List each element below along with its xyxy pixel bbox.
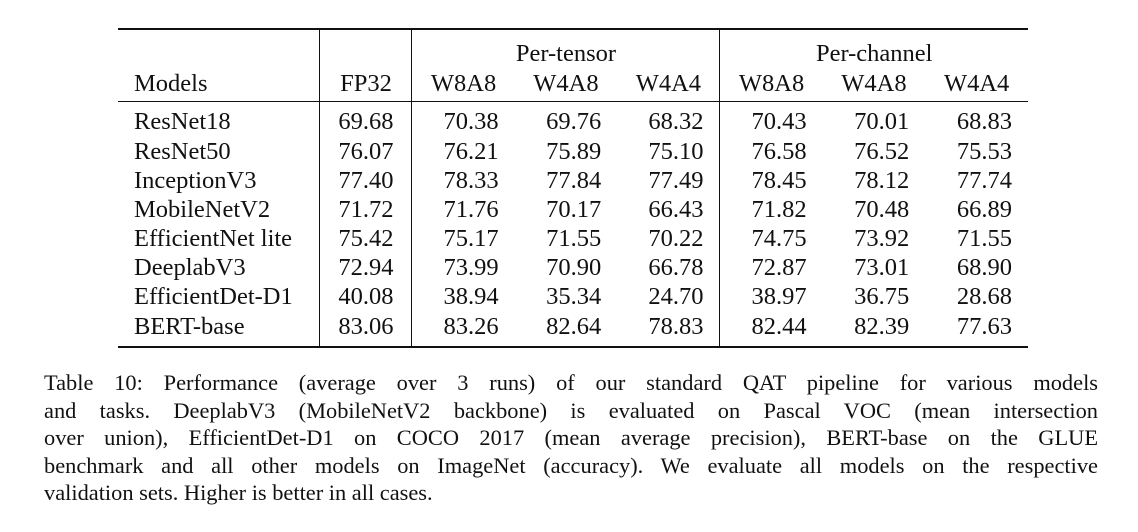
per-channel-w4a8-cell: 78.12 xyxy=(854,166,910,194)
model-name-cell: EfficientNet lite xyxy=(134,225,293,253)
per-tensor-w4a4-cell: 75.10 xyxy=(648,137,704,165)
per-tensor-w8a8-cell: 73.99 xyxy=(411,253,515,284)
per-channel-w4a8-cell: 73.01 xyxy=(854,254,910,282)
caption-line: validation sets. Higher is better in all… xyxy=(44,480,433,506)
per-tensor-w8a8-cell: 83.26 xyxy=(411,312,515,347)
table-row: ResNet18 69.68 70.38 69.76 68.32 70.43 7… xyxy=(118,101,1028,138)
fp32-cell: 69.68 xyxy=(319,101,412,138)
group-header-empty xyxy=(118,29,320,67)
fp32-cell: 72.94 xyxy=(319,253,412,284)
per-channel-w4a4-cell: 75.53 xyxy=(956,137,1012,165)
fp32-cell: 40.08 xyxy=(319,283,412,313)
per-channel-w4a4-cell: 77.63 xyxy=(956,312,1012,340)
model-name-cell: DeeplabV3 xyxy=(134,254,246,282)
table-row: EfficientDet-D1 40.08 38.94 35.34 24.70 … xyxy=(118,283,1028,313)
per-channel-w8a8-cell: 76.58 xyxy=(719,137,823,167)
column-header-per-channel-w4a4: W4A4 xyxy=(943,69,1010,97)
model-name-cell: ResNet50 xyxy=(134,137,231,165)
table-row: DeeplabV3 72.94 73.99 70.90 66.78 72.87 … xyxy=(118,253,1028,284)
column-header-per-channel-w4a8: W4A8 xyxy=(841,69,907,97)
per-channel-w4a8-cell: 70.01 xyxy=(854,108,910,136)
table-row: InceptionV3 77.40 78.33 77.84 77.49 78.4… xyxy=(118,166,1028,196)
table-row: EfficientNet lite 75.42 75.17 71.55 70.2… xyxy=(118,224,1028,254)
fp32-cell: 71.72 xyxy=(319,195,412,225)
per-tensor-w8a8-cell: 71.76 xyxy=(411,195,515,225)
per-channel-w8a8-cell: 74.75 xyxy=(719,224,823,254)
per-channel-w4a8-cell: 36.75 xyxy=(854,283,910,311)
per-channel-w4a8-cell: 82.39 xyxy=(854,312,910,340)
fp32-cell: 77.40 xyxy=(319,166,412,196)
table-caption: Table 10: Performance (average over 3 ru… xyxy=(44,369,1098,507)
per-channel-w8a8-cell: 71.82 xyxy=(719,195,823,225)
column-header-fp32: FP32 xyxy=(319,67,412,102)
table-row: BERT-base 83.06 83.26 82.64 78.83 82.44 … xyxy=(118,312,1028,347)
group-header-empty-fp32 xyxy=(319,29,412,67)
table-body: ResNet18 69.68 70.38 69.76 68.32 70.43 7… xyxy=(118,101,1028,347)
caption-line: over union), EfficientDet-D1 on COCO 201… xyxy=(44,425,1098,451)
table-row: MobileNetV2 71.72 71.76 70.17 66.43 71.8… xyxy=(118,195,1028,225)
model-name-cell: BERT-base xyxy=(134,312,245,340)
per-tensor-w4a8-cell: 71.55 xyxy=(546,225,602,253)
per-tensor-w4a8-cell: 82.64 xyxy=(546,312,602,340)
column-header-per-tensor-w4a4: W4A4 xyxy=(635,69,702,97)
per-channel-w8a8-cell: 38.97 xyxy=(719,283,823,313)
per-tensor-w8a8-cell: 78.33 xyxy=(411,166,515,196)
per-tensor-w4a4-cell: 66.78 xyxy=(648,254,704,282)
group-header-row: Per-tensor Per-channel xyxy=(118,29,1028,67)
per-tensor-w8a8-cell: 38.94 xyxy=(411,283,515,313)
per-channel-w8a8-cell: 82.44 xyxy=(719,312,823,347)
per-channel-w8a8-cell: 70.43 xyxy=(719,101,823,138)
table-row: ResNet50 76.07 76.21 75.89 75.10 76.58 7… xyxy=(118,137,1028,167)
per-channel-w8a8-cell: 72.87 xyxy=(719,253,823,284)
column-header-per-tensor-w8a8: W8A8 xyxy=(411,67,515,102)
per-channel-w4a4-cell: 28.68 xyxy=(956,283,1012,311)
group-header-per-tensor: Per-tensor xyxy=(411,29,720,67)
fp32-cell: 76.07 xyxy=(319,137,412,167)
per-tensor-w4a4-cell: 77.49 xyxy=(648,166,704,194)
group-header-per-channel: Per-channel xyxy=(719,29,1028,67)
per-channel-w8a8-cell: 78.45 xyxy=(719,166,823,196)
per-tensor-w4a4-cell: 66.43 xyxy=(648,195,704,223)
caption-line: Table 10: Performance (average over 3 ru… xyxy=(44,370,1098,395)
per-tensor-w4a8-cell: 77.84 xyxy=(546,166,602,194)
caption-line: benchmark and all other models on ImageN… xyxy=(44,452,1098,478)
fp32-cell: 83.06 xyxy=(319,312,412,347)
column-header-per-channel-w8a8: W8A8 xyxy=(719,67,823,102)
per-tensor-w4a8-cell: 70.17 xyxy=(546,195,602,223)
column-header-row: Models FP32 W8A8 W4A8 W4A4 W8A8 W4A8 W4A… xyxy=(118,67,1028,102)
fp32-cell: 75.42 xyxy=(319,224,412,254)
per-tensor-w8a8-cell: 75.17 xyxy=(411,224,515,254)
per-channel-w4a4-cell: 77.74 xyxy=(956,166,1012,194)
per-tensor-w4a8-cell: 35.34 xyxy=(546,283,602,311)
results-table: Per-tensor Per-channel Models FP32 W8A8 … xyxy=(118,28,1028,348)
per-tensor-w4a8-cell: 69.76 xyxy=(546,108,602,136)
per-tensor-w4a8-cell: 75.89 xyxy=(546,137,602,165)
per-channel-w4a4-cell: 71.55 xyxy=(956,225,1012,253)
per-tensor-w4a8-cell: 70.90 xyxy=(546,254,602,282)
per-tensor-w4a4-cell: 68.32 xyxy=(648,108,704,136)
per-tensor-w4a4-cell: 24.70 xyxy=(648,283,704,311)
model-name-cell: EfficientDet-D1 xyxy=(134,283,293,311)
caption-line: and tasks. DeeplabV3 (MobileNetV2 backbo… xyxy=(44,397,1098,423)
per-tensor-w8a8-cell: 70.38 xyxy=(411,101,515,138)
model-name-cell: MobileNetV2 xyxy=(134,195,271,223)
model-name-cell: InceptionV3 xyxy=(134,166,257,194)
per-channel-w4a8-cell: 70.48 xyxy=(854,195,910,223)
per-channel-w4a4-cell: 68.83 xyxy=(956,108,1012,136)
per-channel-w4a4-cell: 68.90 xyxy=(956,254,1012,282)
per-tensor-w8a8-cell: 76.21 xyxy=(411,137,515,167)
per-channel-w4a8-cell: 76.52 xyxy=(854,137,910,165)
results-table-container: Per-tensor Per-channel Models FP32 W8A8 … xyxy=(118,28,1028,348)
per-channel-w4a4-cell: 66.89 xyxy=(956,195,1012,223)
per-tensor-w4a4-cell: 70.22 xyxy=(648,225,704,253)
per-channel-w4a8-cell: 73.92 xyxy=(854,225,910,253)
column-header-models: Models xyxy=(134,69,208,97)
model-name-cell: ResNet18 xyxy=(134,108,231,136)
per-tensor-w4a4-cell: 78.83 xyxy=(648,312,704,340)
column-header-per-tensor-w4a8: W4A8 xyxy=(533,69,599,97)
